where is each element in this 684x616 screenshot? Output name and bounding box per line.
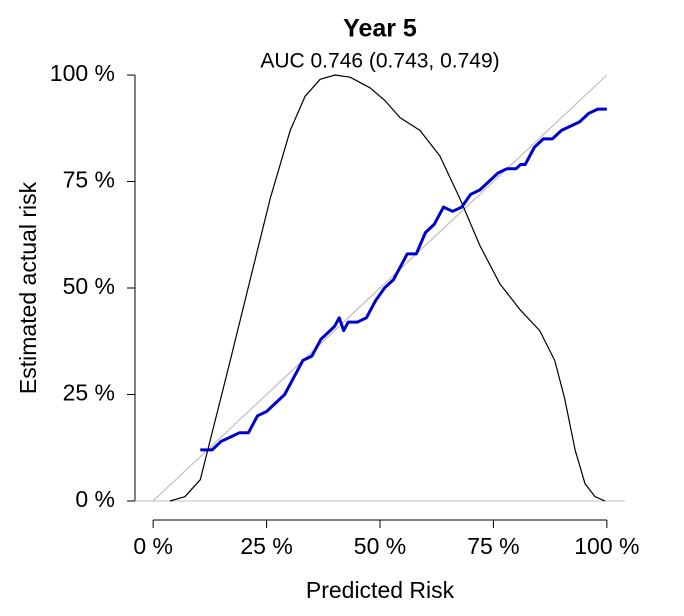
x-tick-label: 75 % <box>467 533 519 559</box>
x-tick-label: 100 % <box>574 533 639 559</box>
x-tick-label: 25 % <box>240 533 292 559</box>
x-tick-label: 0 % <box>133 533 173 559</box>
y-tick-label: 0 % <box>75 486 115 512</box>
y-tick-label: 75 % <box>63 167 115 193</box>
series-line <box>169 74 606 502</box>
y-tick-label: 25 % <box>63 380 115 406</box>
y-tick-label: 100 % <box>50 60 115 86</box>
y-tick-label: 50 % <box>63 273 115 299</box>
series-line <box>200 107 607 452</box>
chart-title: Year 5 <box>343 15 417 43</box>
series-line <box>152 74 608 502</box>
y-axis-label: Estimated actual risk <box>15 181 41 394</box>
chart-subtitle: AUC 0.746 (0.743, 0.749) <box>260 50 499 73</box>
x-axis-label: Predicted Risk <box>306 577 455 603</box>
x-tick-label: 50 % <box>354 533 406 559</box>
